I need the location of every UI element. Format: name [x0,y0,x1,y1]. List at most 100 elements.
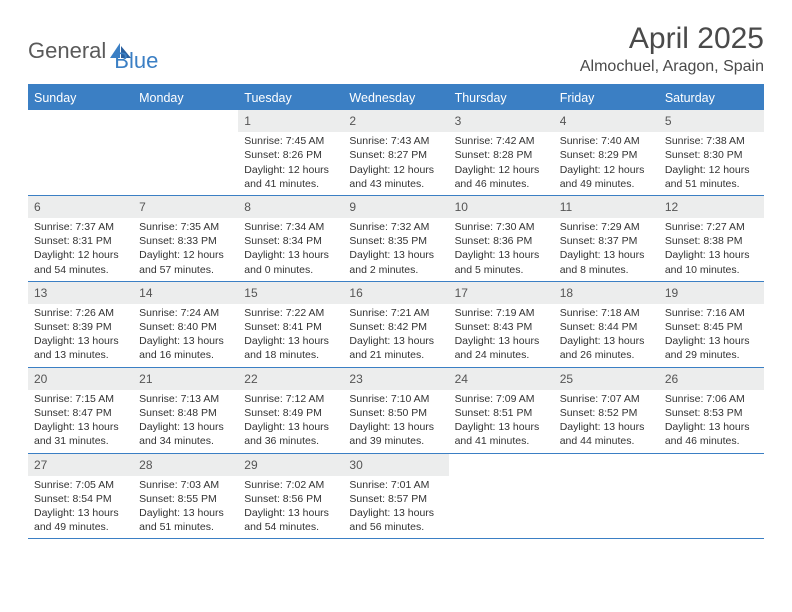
sunrise-text: Sunrise: 7:10 AM [349,392,442,406]
sunset-text: Sunset: 8:45 PM [665,320,758,334]
sunset-text: Sunset: 8:56 PM [244,492,337,506]
calendar-cell: 16Sunrise: 7:21 AMSunset: 8:42 PMDayligh… [343,282,448,367]
sunrise-text: Sunrise: 7:15 AM [34,392,127,406]
cell-body: Sunrise: 7:15 AMSunset: 8:47 PMDaylight:… [28,390,133,453]
cell-body: Sunrise: 7:21 AMSunset: 8:42 PMDaylight:… [343,304,448,367]
daylight-text: Daylight: 13 hours and 18 minutes. [244,334,337,362]
day-number: 30 [343,454,448,476]
sunrise-text: Sunrise: 7:24 AM [139,306,232,320]
sunset-text: Sunset: 8:40 PM [139,320,232,334]
weeks-container: 1Sunrise: 7:45 AMSunset: 8:26 PMDaylight… [28,110,764,539]
day-number [554,454,659,476]
calendar-cell: 22Sunrise: 7:12 AMSunset: 8:49 PMDayligh… [238,368,343,453]
cell-body: Sunrise: 7:37 AMSunset: 8:31 PMDaylight:… [28,218,133,281]
sunrise-text: Sunrise: 7:34 AM [244,220,337,234]
sunrise-text: Sunrise: 7:06 AM [665,392,758,406]
calendar-cell: 25Sunrise: 7:07 AMSunset: 8:52 PMDayligh… [554,368,659,453]
sunrise-text: Sunrise: 7:42 AM [455,134,548,148]
day-number: 11 [554,196,659,218]
calendar-cell: 6Sunrise: 7:37 AMSunset: 8:31 PMDaylight… [28,196,133,281]
sunset-text: Sunset: 8:31 PM [34,234,127,248]
calendar-cell: 11Sunrise: 7:29 AMSunset: 8:37 PMDayligh… [554,196,659,281]
day-number: 9 [343,196,448,218]
logo: General Blue [28,28,158,74]
calendar-cell: 15Sunrise: 7:22 AMSunset: 8:41 PMDayligh… [238,282,343,367]
day-number: 22 [238,368,343,390]
daylight-text: Daylight: 13 hours and 56 minutes. [349,506,442,534]
sunrise-text: Sunrise: 7:27 AM [665,220,758,234]
weekday-header: Friday [554,86,659,110]
calendar-cell: 26Sunrise: 7:06 AMSunset: 8:53 PMDayligh… [659,368,764,453]
calendar-cell: 30Sunrise: 7:01 AMSunset: 8:57 PMDayligh… [343,454,448,539]
day-number: 17 [449,282,554,304]
sunset-text: Sunset: 8:50 PM [349,406,442,420]
day-number: 10 [449,196,554,218]
calendar-cell: 20Sunrise: 7:15 AMSunset: 8:47 PMDayligh… [28,368,133,453]
calendar-cell-empty [28,110,133,195]
day-number: 18 [554,282,659,304]
sunrise-text: Sunrise: 7:37 AM [34,220,127,234]
weekday-header-row: SundayMondayTuesdayWednesdayThursdayFrid… [28,86,764,110]
cell-body: Sunrise: 7:32 AMSunset: 8:35 PMDaylight:… [343,218,448,281]
page-root: General Blue April 2025 Almochuel, Arago… [0,0,792,561]
day-number [449,454,554,476]
cell-body: Sunrise: 7:27 AMSunset: 8:38 PMDaylight:… [659,218,764,281]
week-row: 6Sunrise: 7:37 AMSunset: 8:31 PMDaylight… [28,196,764,282]
calendar-cell: 2Sunrise: 7:43 AMSunset: 8:27 PMDaylight… [343,110,448,195]
day-number: 14 [133,282,238,304]
sunset-text: Sunset: 8:27 PM [349,148,442,162]
calendar-cell: 29Sunrise: 7:02 AMSunset: 8:56 PMDayligh… [238,454,343,539]
cell-body [659,476,764,482]
calendar-cell: 21Sunrise: 7:13 AMSunset: 8:48 PMDayligh… [133,368,238,453]
weekday-header: Thursday [449,86,554,110]
day-number [133,110,238,132]
calendar-cell: 28Sunrise: 7:03 AMSunset: 8:55 PMDayligh… [133,454,238,539]
sunset-text: Sunset: 8:42 PM [349,320,442,334]
daylight-text: Daylight: 13 hours and 5 minutes. [455,248,548,276]
day-number: 27 [28,454,133,476]
sunset-text: Sunset: 8:38 PM [665,234,758,248]
day-number [659,454,764,476]
daylight-text: Daylight: 12 hours and 54 minutes. [34,248,127,276]
calendar-cell: 3Sunrise: 7:42 AMSunset: 8:28 PMDaylight… [449,110,554,195]
day-number: 25 [554,368,659,390]
daylight-text: Daylight: 13 hours and 10 minutes. [665,248,758,276]
daylight-text: Daylight: 12 hours and 46 minutes. [455,163,548,191]
sunset-text: Sunset: 8:43 PM [455,320,548,334]
daylight-text: Daylight: 13 hours and 16 minutes. [139,334,232,362]
sunset-text: Sunset: 8:44 PM [560,320,653,334]
calendar-cell: 27Sunrise: 7:05 AMSunset: 8:54 PMDayligh… [28,454,133,539]
weekday-header: Wednesday [343,86,448,110]
daylight-text: Daylight: 13 hours and 36 minutes. [244,420,337,448]
cell-body: Sunrise: 7:18 AMSunset: 8:44 PMDaylight:… [554,304,659,367]
daylight-text: Daylight: 13 hours and 8 minutes. [560,248,653,276]
daylight-text: Daylight: 13 hours and 54 minutes. [244,506,337,534]
logo-text-general: General [28,38,106,64]
cell-body: Sunrise: 7:10 AMSunset: 8:50 PMDaylight:… [343,390,448,453]
cell-body: Sunrise: 7:02 AMSunset: 8:56 PMDaylight:… [238,476,343,539]
daylight-text: Daylight: 13 hours and 24 minutes. [455,334,548,362]
sunrise-text: Sunrise: 7:09 AM [455,392,548,406]
cell-body: Sunrise: 7:30 AMSunset: 8:36 PMDaylight:… [449,218,554,281]
calendar-cell: 1Sunrise: 7:45 AMSunset: 8:26 PMDaylight… [238,110,343,195]
sunset-text: Sunset: 8:57 PM [349,492,442,506]
sunset-text: Sunset: 8:54 PM [34,492,127,506]
sunrise-text: Sunrise: 7:07 AM [560,392,653,406]
sunrise-text: Sunrise: 7:43 AM [349,134,442,148]
calendar-cell: 13Sunrise: 7:26 AMSunset: 8:39 PMDayligh… [28,282,133,367]
cell-body: Sunrise: 7:19 AMSunset: 8:43 PMDaylight:… [449,304,554,367]
sunset-text: Sunset: 8:49 PM [244,406,337,420]
cell-body: Sunrise: 7:03 AMSunset: 8:55 PMDaylight:… [133,476,238,539]
sunset-text: Sunset: 8:47 PM [34,406,127,420]
sunset-text: Sunset: 8:28 PM [455,148,548,162]
day-number: 13 [28,282,133,304]
calendar-cell: 12Sunrise: 7:27 AMSunset: 8:38 PMDayligh… [659,196,764,281]
weekday-header: Saturday [659,86,764,110]
cell-body: Sunrise: 7:05 AMSunset: 8:54 PMDaylight:… [28,476,133,539]
sunrise-text: Sunrise: 7:45 AM [244,134,337,148]
cell-body: Sunrise: 7:38 AMSunset: 8:30 PMDaylight:… [659,132,764,195]
week-row: 1Sunrise: 7:45 AMSunset: 8:26 PMDaylight… [28,110,764,196]
cell-body: Sunrise: 7:29 AMSunset: 8:37 PMDaylight:… [554,218,659,281]
day-number: 15 [238,282,343,304]
cell-body: Sunrise: 7:09 AMSunset: 8:51 PMDaylight:… [449,390,554,453]
